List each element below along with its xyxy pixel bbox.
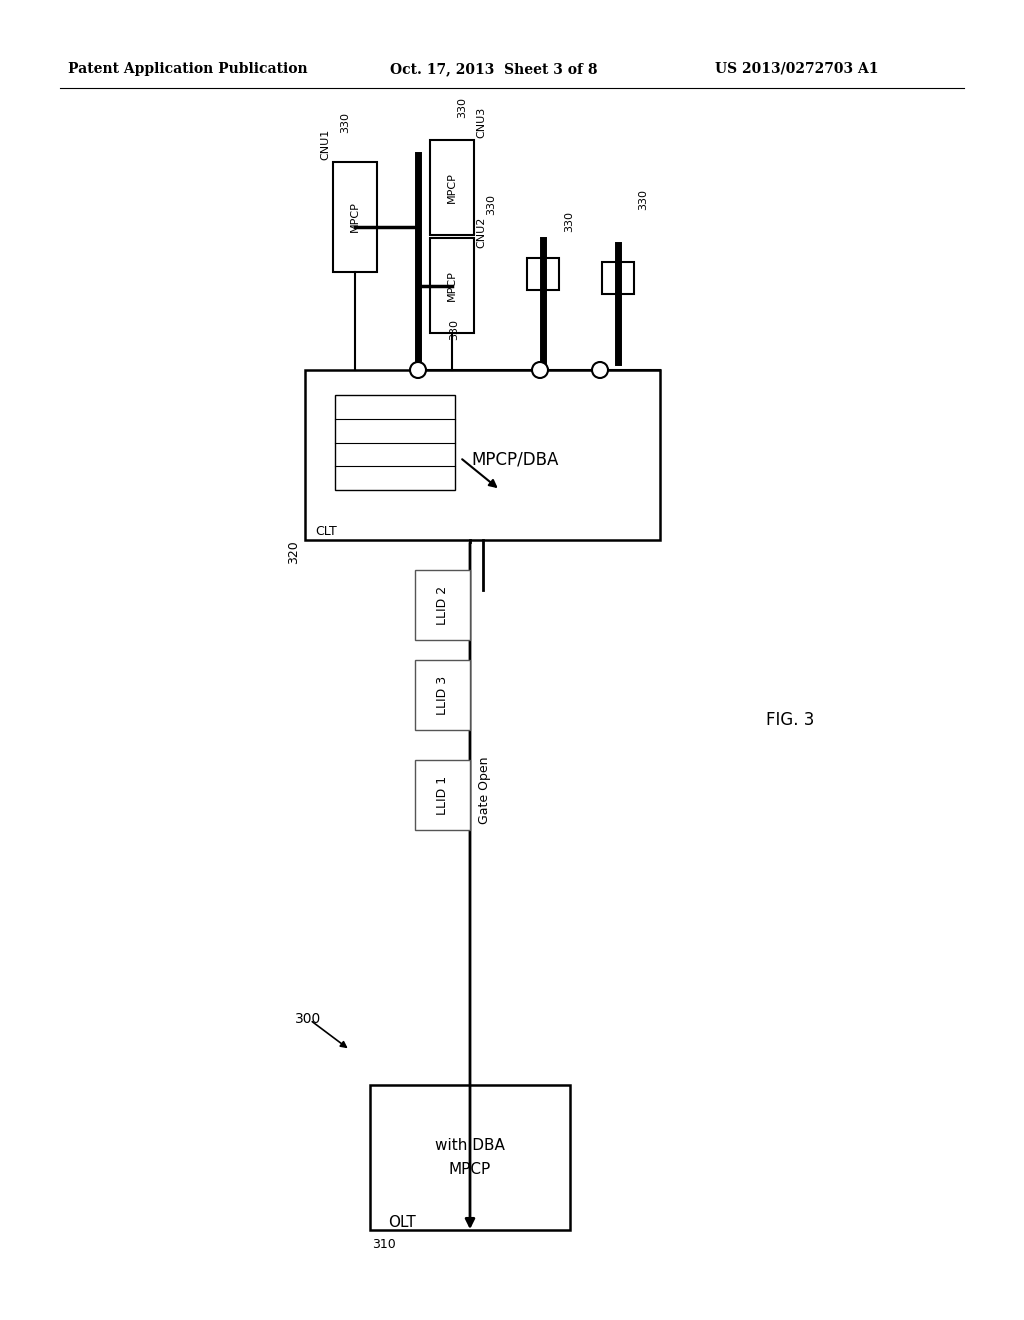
Text: MPCP: MPCP [350,202,360,232]
Circle shape [410,362,426,378]
Bar [602,261,634,294]
Text: 330: 330 [340,112,350,133]
Bar [415,760,470,830]
Text: 330: 330 [449,319,459,341]
Bar [527,257,559,290]
Text: 320: 320 [287,540,300,564]
Text: 310: 310 [372,1238,395,1251]
Text: MPCP: MPCP [447,271,457,301]
Circle shape [532,362,548,378]
Bar [305,370,660,540]
Text: Patent Application Publication: Patent Application Publication [68,62,307,77]
Text: 330: 330 [564,211,574,232]
Text: LLID 1: LLID 1 [436,775,449,814]
Text: US 2013/0272703 A1: US 2013/0272703 A1 [715,62,879,77]
Bar [415,570,470,640]
Text: CLT: CLT [315,525,337,539]
Bar [370,1085,570,1230]
Text: LLID 2: LLID 2 [436,586,449,624]
Text: CNU2: CNU2 [476,216,486,248]
Bar [415,660,470,730]
Text: FIG. 3: FIG. 3 [766,711,814,729]
Text: 300: 300 [295,1012,322,1026]
Text: OLT: OLT [388,1214,416,1230]
Text: with DBA: with DBA [435,1138,505,1152]
Bar [335,395,455,490]
Text: LLID 3: LLID 3 [436,676,449,714]
Text: CNU3: CNU3 [476,107,486,139]
Text: 330: 330 [638,189,648,210]
Text: MPCP: MPCP [447,172,457,203]
Bar [430,238,474,333]
Bar [430,140,474,235]
Text: Gate Open: Gate Open [478,756,490,824]
Text: 330: 330 [486,194,496,215]
Text: MPCP/DBA: MPCP/DBA [471,451,559,469]
Circle shape [592,362,608,378]
Text: 330: 330 [457,96,467,117]
Text: CNU1: CNU1 [319,129,330,160]
Text: MPCP: MPCP [449,1162,492,1177]
Text: Oct. 17, 2013  Sheet 3 of 8: Oct. 17, 2013 Sheet 3 of 8 [390,62,597,77]
Bar [333,162,377,272]
